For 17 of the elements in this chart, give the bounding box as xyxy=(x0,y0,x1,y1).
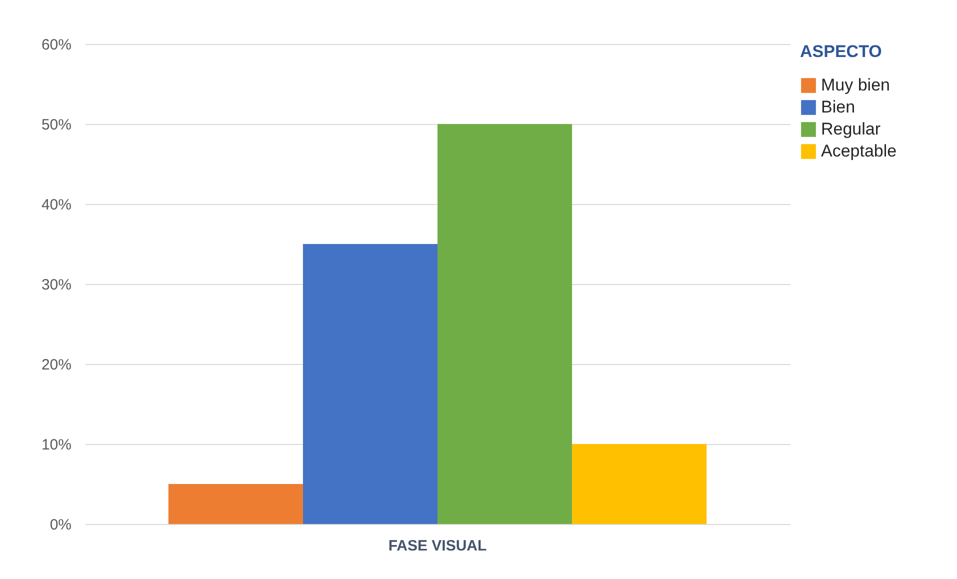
bar xyxy=(438,124,572,524)
y-tick-label: 50% xyxy=(41,116,72,134)
y-tick-label: 30% xyxy=(41,276,72,294)
legend-label: Muy bien xyxy=(821,76,890,94)
legend-label: Bien xyxy=(821,98,856,116)
bar xyxy=(302,244,438,524)
y-tick-label: 10% xyxy=(41,436,72,454)
bar xyxy=(168,484,303,524)
legend-label: Aceptable xyxy=(821,142,897,160)
legend-label: Regular xyxy=(821,120,881,138)
x-tick-label: FASE VISUAL xyxy=(388,538,487,554)
legend-title: ASPECTO xyxy=(800,42,882,61)
y-tick-label: 40% xyxy=(41,196,72,214)
y-tick-label: 20% xyxy=(41,356,72,374)
bar xyxy=(572,444,707,524)
y-tick-label: 0% xyxy=(50,516,72,534)
y-tick-label: 60% xyxy=(41,36,72,54)
